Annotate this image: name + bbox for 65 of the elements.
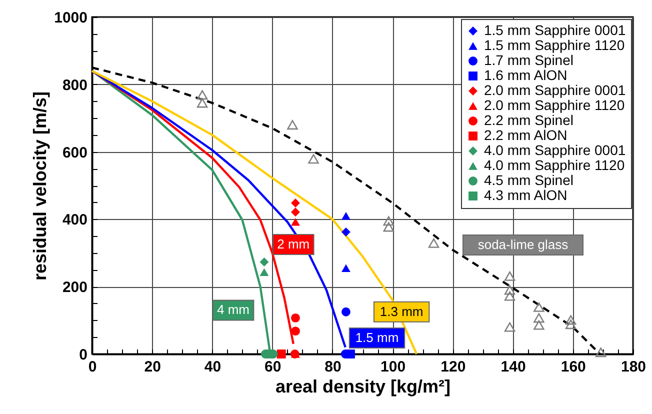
- x-tick-label: 100: [380, 358, 406, 376]
- legend-label: 2.0 mm Sapphire 0001: [484, 82, 626, 98]
- y-tick-label: 600: [62, 144, 88, 162]
- point: [291, 218, 300, 226]
- point: [504, 271, 516, 281]
- annotation: 1.3 mm: [380, 304, 424, 319]
- legend-label: 4.3 mm AlON: [484, 187, 568, 203]
- y-axis-title: residual velocity [m/s]: [30, 91, 50, 281]
- x-tick-label: 140: [500, 358, 526, 376]
- point: [308, 154, 319, 164]
- point: [534, 320, 544, 330]
- x-tick-label: 120: [440, 358, 466, 376]
- legend-label: 2.2 mm AlON: [484, 127, 568, 143]
- point: [196, 98, 208, 108]
- point: [383, 216, 394, 226]
- point: [565, 320, 576, 330]
- legend-label: 4.0 mm Sapphire 1120: [484, 157, 625, 173]
- point: [264, 350, 274, 358]
- legend-label: 2.2 mm Spinel: [484, 112, 574, 128]
- x-tick-label: 60: [264, 358, 282, 376]
- point: [291, 208, 300, 217]
- point: [287, 120, 298, 130]
- x-axis-title: areal density [kg/m²]: [275, 376, 451, 396]
- point: [383, 222, 394, 232]
- point: [341, 307, 350, 316]
- point: [341, 228, 350, 236]
- x-tick-label: 20: [144, 358, 161, 376]
- point: [595, 348, 606, 358]
- point: [260, 268, 269, 276]
- legend-label: 1.6 mm AlON: [484, 67, 568, 83]
- x-tick-label: 80: [324, 358, 342, 376]
- point: [196, 90, 208, 100]
- point: [534, 313, 544, 323]
- point: [534, 302, 544, 312]
- annotation: 4 mm: [217, 302, 250, 318]
- point: [291, 198, 300, 208]
- x-tick-label: 180: [620, 358, 646, 376]
- annotation: 2 mm: [277, 236, 310, 252]
- point: [341, 264, 350, 272]
- legend-label: 4.0 mm Sapphire 0001: [484, 142, 626, 158]
- point: [346, 350, 355, 358]
- y-tick-label: 0: [79, 346, 88, 364]
- legend-label: 1.7 mm Spinel: [484, 52, 574, 68]
- point: [504, 285, 516, 295]
- x-tick-label: 40: [204, 358, 222, 376]
- point: [565, 315, 576, 325]
- legend-label: 1.5 mm Sapphire 1120: [484, 37, 625, 53]
- legend-label: 1.5 mm Sapphire 0001: [484, 22, 626, 38]
- point: [504, 291, 516, 301]
- point: [260, 258, 269, 266]
- y-tick-label: 400: [62, 212, 88, 229]
- point: [428, 238, 440, 248]
- y-tick-label: 1000: [54, 10, 88, 26]
- annotation: 1.5 mm: [355, 330, 399, 345]
- y-tick-label: 800: [62, 76, 88, 94]
- point: [504, 322, 516, 332]
- point: [291, 313, 300, 322]
- annotation: soda-lime glass: [478, 237, 569, 252]
- legend-label: 4.5 mm Spinel: [484, 172, 574, 188]
- point: [291, 326, 300, 336]
- x-tick-label: 160: [560, 358, 586, 376]
- y-tick-label: 200: [62, 279, 88, 296]
- legend-label: 2.0 mm Sapphire 1120: [484, 97, 625, 113]
- point: [276, 350, 286, 358]
- point: [341, 212, 350, 220]
